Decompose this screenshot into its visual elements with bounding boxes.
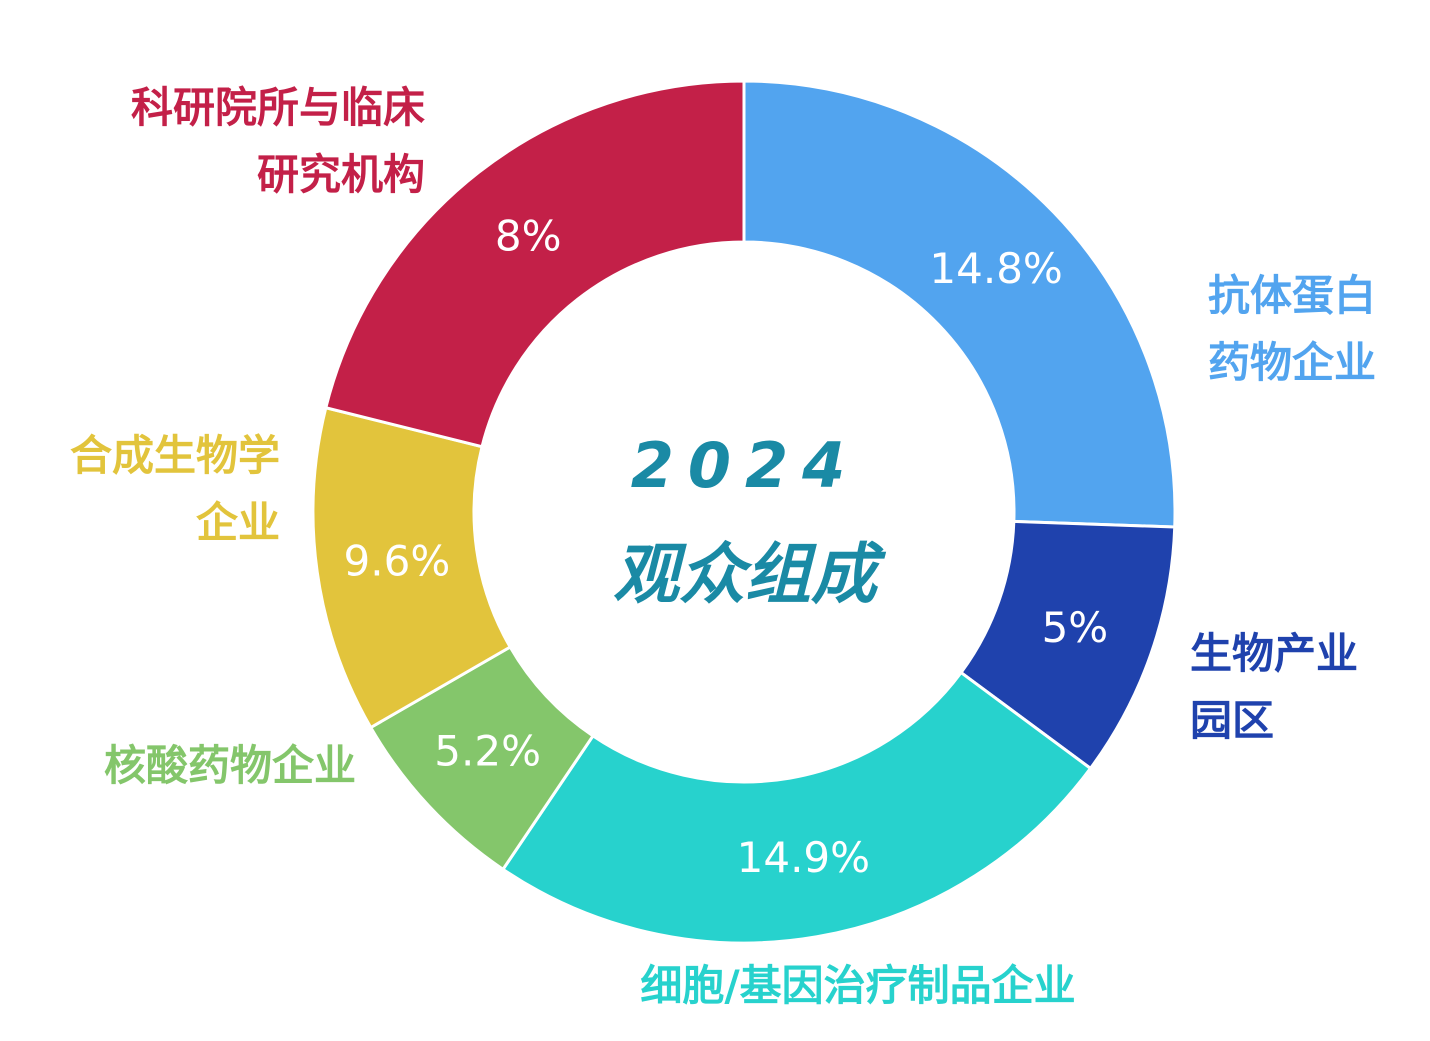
slice-percent-label: 14.8% [929,244,1062,293]
slice-category-label: 生物产业园区 [1190,629,1358,745]
slice-percent-label: 14.9% [737,833,870,882]
center-title: 2024 观众组成 [613,429,887,613]
donut-slices [311,79,1177,945]
slice-percent-label: 5.2% [434,727,541,776]
slice-percent-label: 9.6% [344,536,451,585]
donut-slice [323,79,746,449]
slice-percent-label: 8% [495,211,562,260]
slice-category-label: 核酸药物企业 [104,741,356,790]
donut-slice [500,670,1093,945]
slice-category-label: 细胞/基因治疗制品企业 [640,961,1075,1010]
percent-labels: 14.8% 5% 14.9% 5.2% 9.6% 8% [344,211,1109,882]
center-year: 2024 [631,429,860,502]
donut-slice [742,79,1177,529]
slice-category-label: 合成生物学企业 [70,431,280,547]
slice-category-label: 科研院所与临床研究机构 [131,83,425,199]
slice-percent-label: 5% [1042,603,1109,652]
center-caption: 观众组成 [613,536,887,613]
slice-category-label: 抗体蛋白药物企业 [1208,271,1376,387]
